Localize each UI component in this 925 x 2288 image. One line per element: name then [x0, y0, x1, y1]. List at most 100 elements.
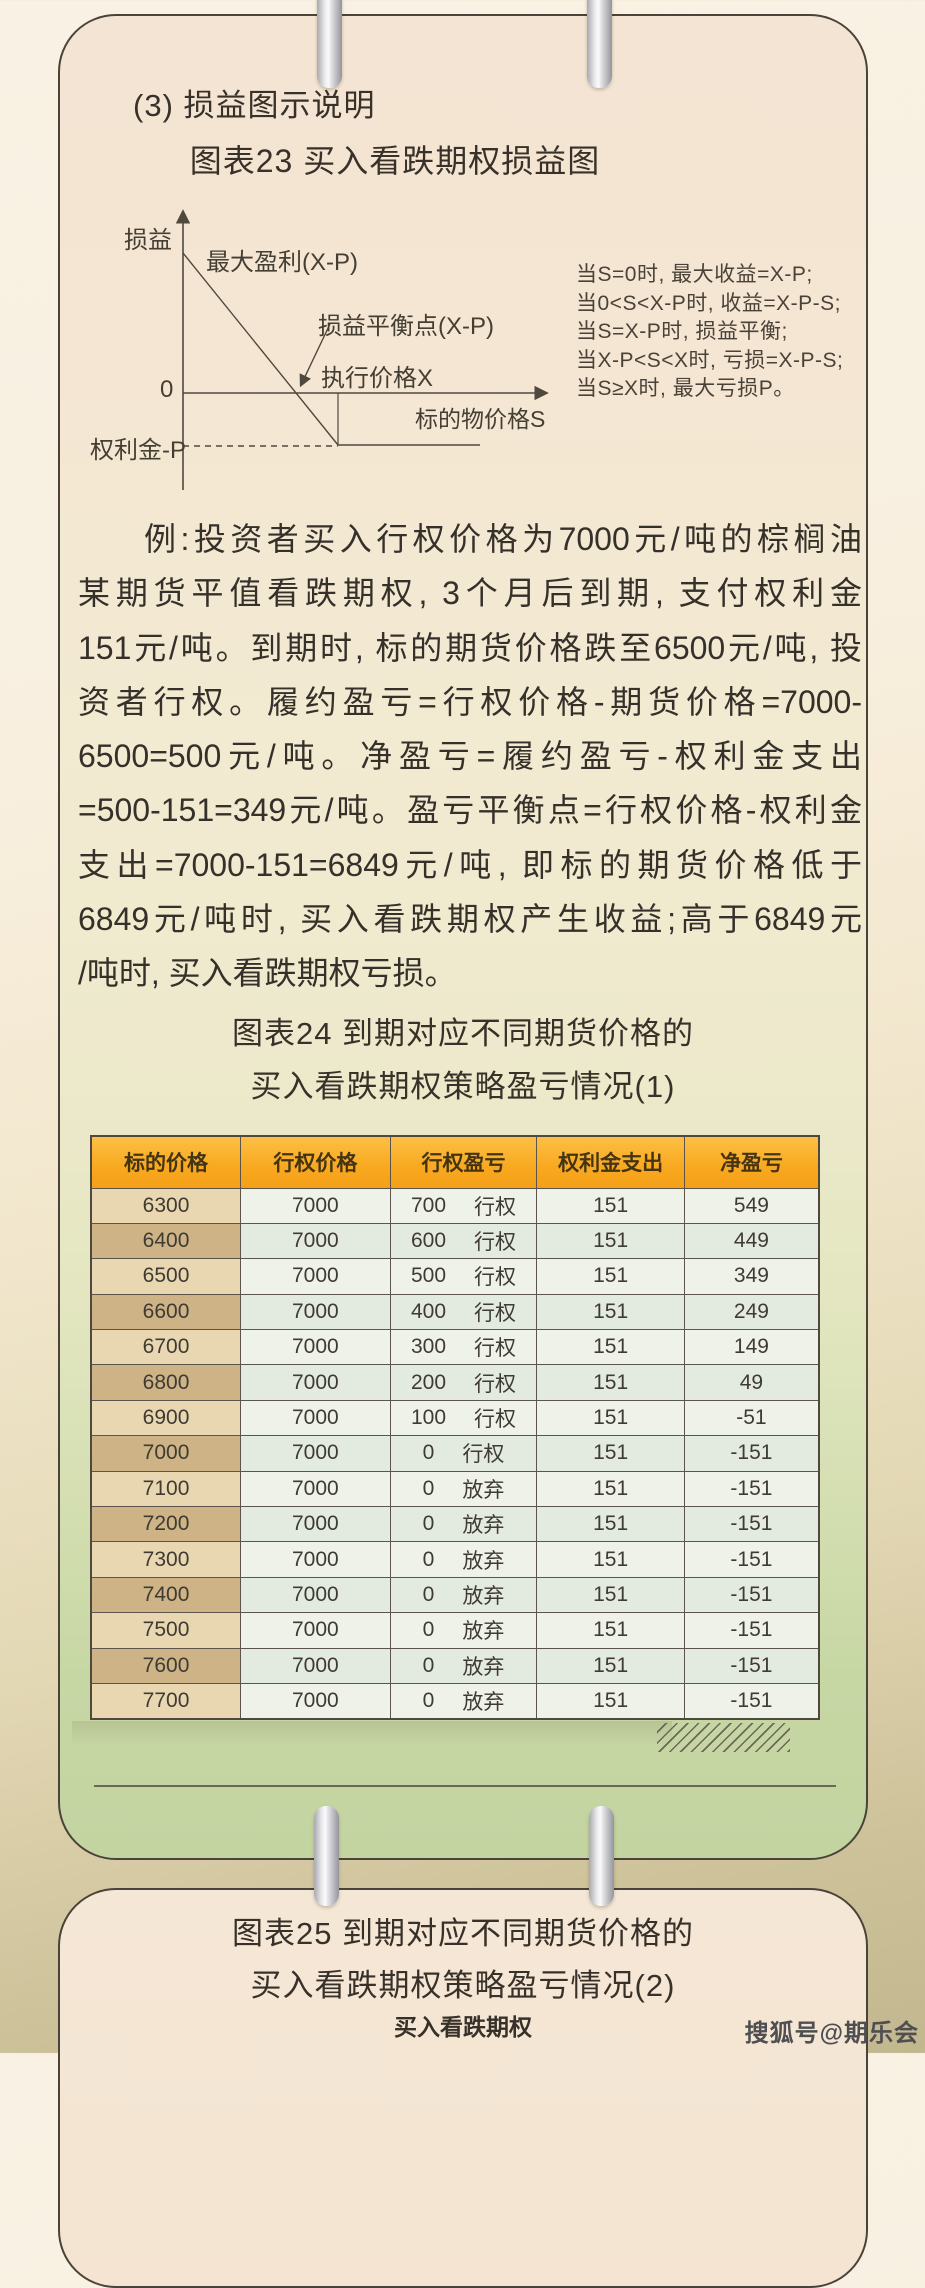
action-label: 行权	[474, 1231, 517, 1255]
cell-exercise-pl: 100 行权	[389, 1399, 538, 1437]
table24-title: 图表24 到期对应不同期货价格的 买入看跌期权策略盈亏情况(1)	[58, 1007, 868, 1113]
cell-price: 7000	[90, 1435, 242, 1472]
cell-premium: 151	[536, 1612, 685, 1649]
figure25-title-line1: 图表25 到期对应不同期货价格的	[231, 1916, 695, 1951]
table-row: 7700 7000 0 放弃 151 -151	[90, 1682, 820, 1720]
action-label: 放弃	[462, 1514, 505, 1538]
table-24: 标的价格 行权价格 行权盈亏 权利金支出 净盈亏 6300 7000 700 行权 15…	[90, 1135, 820, 1720]
cell-strike: 7000	[240, 1258, 391, 1295]
action-label: 行权	[474, 1195, 517, 1219]
table-row: 7500 7000 0 放弃 151 -151	[90, 1612, 820, 1649]
note-line: 当S≥X时, 最大亏损P。	[576, 377, 795, 400]
cell-premium: 151	[536, 1399, 685, 1437]
table-row: 6600 7000 400 行权 151 249	[90, 1293, 820, 1331]
cell-net: 349	[683, 1258, 820, 1295]
cell-price: 6300	[90, 1187, 242, 1224]
column-header: 行权价格	[240, 1135, 391, 1189]
cell-price: 6600	[90, 1293, 242, 1331]
cell-exercise-pl: 700 行权	[389, 1187, 538, 1224]
action-label: 行权	[474, 1408, 517, 1432]
cell-strike: 7000	[240, 1293, 391, 1331]
cell-net: -151	[683, 1435, 820, 1472]
premium-label: 权利金-P	[90, 437, 186, 464]
note-line: 当0<S<X-P时, 收益=X-P-S;	[576, 291, 841, 315]
payoff-conditions-note: 当S=0时, 最大收益=X-P; 当0<S<X-P时, 收益=X-P-S; 当S…	[576, 261, 843, 404]
column-header: 行权盈亏	[389, 1135, 538, 1189]
cell-premium: 151	[536, 1258, 685, 1295]
cell-price: 7700	[90, 1682, 242, 1720]
breakeven-label: 损益平衡点(X-P)	[318, 313, 494, 340]
cell-price: 6700	[90, 1329, 242, 1366]
diagram-lines	[175, 209, 549, 490]
figure23-title: 图表23 买入看跌期权损益图	[189, 143, 601, 179]
table-shadow	[72, 1721, 672, 1747]
column-header: 权利金支出	[536, 1135, 685, 1189]
pl-value: 0	[422, 1688, 435, 1712]
paragraph-line: 6500=500元/吨。净盈亏=履约盈亏-权利金支出	[78, 738, 862, 775]
pl-value: 0	[422, 1476, 435, 1500]
profit-loss-diagram: 损益 最大盈利(X-P) 损益平衡点(X-P) 执行价格X 0 标的物价格S 权…	[80, 200, 843, 500]
cell-strike: 7000	[240, 1187, 391, 1224]
cell-premium: 151	[536, 1329, 685, 1366]
cell-net: -51	[683, 1399, 820, 1437]
cell-exercise-pl: 0 放弃	[389, 1682, 538, 1720]
footer-divider-line	[94, 1785, 836, 1787]
table-row: 7200 7000 0 放弃 151 -151	[90, 1506, 820, 1543]
note-line: 当S=0时, 最大收益=X-P;	[576, 263, 813, 286]
paragraph-line: 资者行权。履约盈亏=行权价格-期货价格=7000-	[78, 683, 862, 720]
cell-premium: 151	[536, 1576, 685, 1614]
cell-price: 7500	[90, 1612, 242, 1649]
cell-strike: 7000	[240, 1506, 391, 1543]
paragraph-line: 6849元/吨时, 买入看跌期权产生收益;高于6849元	[78, 901, 862, 938]
figure25-subtitle: 买入看跌期权	[394, 2014, 532, 2040]
cell-net: 49	[683, 1364, 820, 1401]
pl-value: 0	[422, 1547, 435, 1571]
cell-premium: 151	[536, 1435, 685, 1472]
pl-value: 0	[422, 1441, 435, 1465]
binder-ring-icon	[589, 1806, 614, 1906]
max-profit-label: 最大盈利(X-P)	[206, 249, 358, 276]
cell-strike: 7000	[240, 1682, 391, 1720]
cell-exercise-pl: 0 放弃	[389, 1506, 538, 1543]
cell-net: -151	[683, 1541, 820, 1578]
pl-value: 300	[410, 1335, 447, 1359]
cell-exercise-pl: 0 放弃	[389, 1470, 538, 1508]
cell-strike: 7000	[240, 1329, 391, 1366]
cell-premium: 151	[536, 1541, 685, 1578]
figure25-title-line2: 买入看跌期权策略盈亏情况(2)	[250, 1968, 676, 2003]
cell-net: 549	[683, 1187, 820, 1224]
cell-exercise-pl: 400 行权	[389, 1293, 538, 1331]
table24-title-line1: 图表24 到期对应不同期货价格的	[231, 1016, 695, 1051]
cell-price: 6500	[90, 1258, 242, 1295]
binder-ring-icon	[317, 0, 342, 88]
cell-net: 449	[683, 1222, 820, 1260]
cell-exercise-pl: 0 行权	[389, 1435, 538, 1472]
pl-value: 700	[410, 1193, 447, 1217]
cell-strike: 7000	[240, 1222, 391, 1260]
cell-price: 7300	[90, 1541, 242, 1578]
action-label: 放弃	[462, 1478, 505, 1502]
cell-strike: 7000	[240, 1612, 391, 1649]
cell-price: 7600	[90, 1647, 242, 1684]
cell-premium: 151	[536, 1647, 685, 1684]
cell-net: 249	[683, 1293, 820, 1331]
cell-price: 7400	[90, 1576, 242, 1614]
cell-net: -151	[683, 1682, 820, 1720]
action-label: 行权	[474, 1337, 517, 1361]
cell-price: 6400	[90, 1222, 242, 1260]
pl-value: 100	[410, 1406, 447, 1430]
cell-exercise-pl: 0 放弃	[389, 1612, 538, 1649]
cell-exercise-pl: 300 行权	[389, 1329, 538, 1366]
pl-value: 0	[422, 1653, 435, 1677]
cell-exercise-pl: 0 放弃	[389, 1576, 538, 1614]
cell-strike: 7000	[240, 1364, 391, 1401]
table-row: 6800 7000 200 行权 151 49	[90, 1364, 820, 1401]
binder-ring-icon	[314, 1806, 339, 1906]
hatch-marks	[657, 1723, 790, 1752]
table24-title-line2: 买入看跌期权策略盈亏情况(1)	[250, 1069, 676, 1104]
cell-premium: 151	[536, 1682, 685, 1720]
paragraph-line: /吨时, 买入看跌期权亏损。	[78, 955, 457, 992]
cell-exercise-pl: 500 行权	[389, 1258, 538, 1295]
table-row: 7100 7000 0 放弃 151 -151	[90, 1470, 820, 1508]
pl-value: 0	[422, 1512, 435, 1536]
